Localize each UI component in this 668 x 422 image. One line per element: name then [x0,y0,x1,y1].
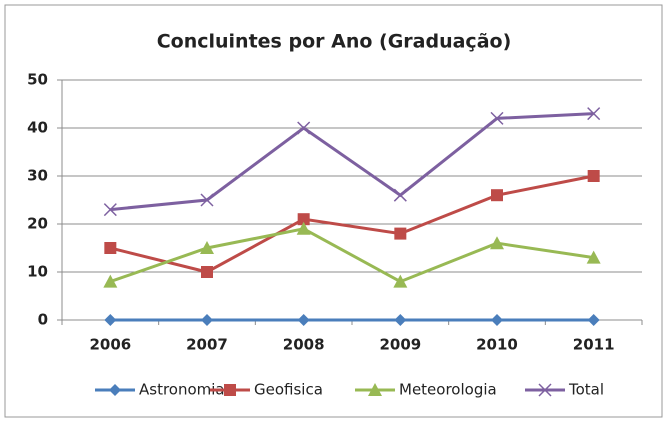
legend-label: Astronomia [139,381,225,399]
marker [297,121,311,135]
x-tick-label: 2008 [283,336,325,354]
marker [587,170,600,182]
series-line [110,112,594,212]
x-tick-label: 2006 [89,336,131,354]
marker [394,314,407,326]
marker [103,203,117,217]
y-tick-label: 30 [27,167,48,185]
marker [103,274,118,288]
y-tick-label: 20 [27,215,48,233]
x-tick-label: 2009 [379,336,421,354]
legend-item: Astronomia [95,381,225,399]
marker [393,188,407,202]
marker [200,241,214,254]
legend-label: Total [568,381,604,399]
legend-item: Meteorologia [355,381,497,399]
marker [296,221,311,235]
marker [587,107,601,121]
y-tick-label: 0 [38,311,48,329]
x-tick-label: 2011 [573,336,615,354]
legend-item: Total [525,381,604,399]
legend-label: Geofisica [254,381,323,399]
marker [368,383,382,396]
chart-border [4,4,663,418]
marker [297,314,310,326]
marker [104,242,117,254]
marker [587,314,600,326]
series-line [109,174,594,274]
marker [491,189,503,202]
marker [490,111,504,125]
marker [491,314,503,326]
marker [297,213,310,226]
y-tick-label: 40 [27,119,48,137]
legend-item: Geofisica [210,381,323,399]
marker [200,193,214,207]
x-tick-label: 2010 [476,336,518,354]
chart-title: Concluintes por Ano (Graduação) [157,31,512,53]
marker [538,383,552,397]
y-tick-label: 10 [27,263,48,281]
marker [104,314,117,326]
marker [109,384,121,396]
marker [586,250,601,264]
legend-label: Meteorologia [399,381,497,399]
y-tick-label: 50 [27,71,48,89]
marker [490,236,504,250]
marker [201,314,213,326]
marker [393,274,408,288]
marker [394,227,407,240]
marker [201,266,213,278]
x-tick-label: 2007 [186,336,228,354]
series-line [109,227,594,284]
marker [224,384,236,396]
